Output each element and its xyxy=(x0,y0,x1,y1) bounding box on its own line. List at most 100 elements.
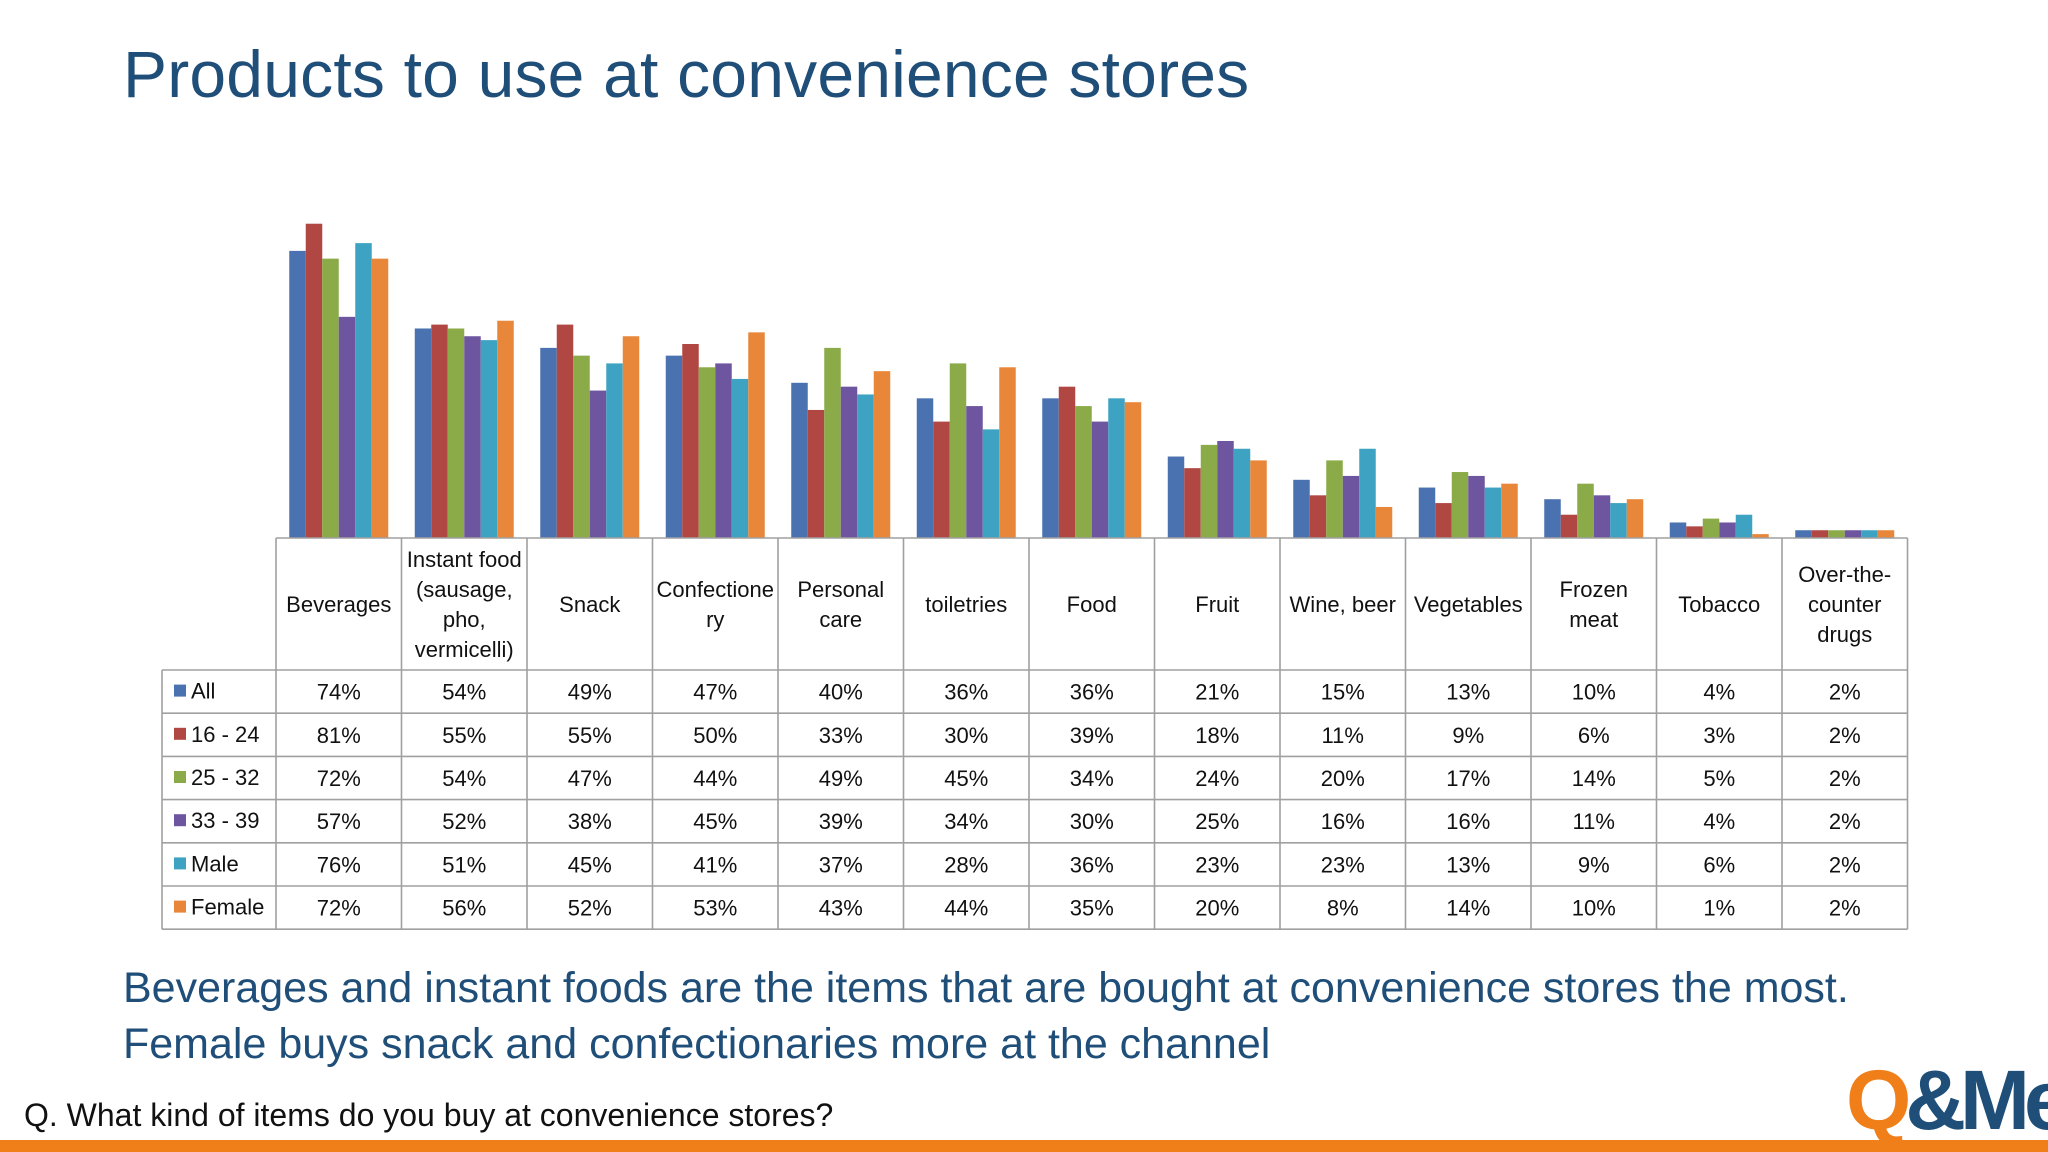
data-cell: 39% xyxy=(819,809,863,834)
data-cell: 53% xyxy=(693,896,737,921)
bar-All-12 xyxy=(1795,530,1812,538)
data-cell: 4% xyxy=(1703,809,1735,834)
legend-swatch-All xyxy=(174,684,186,697)
data-cell: 5% xyxy=(1703,766,1735,791)
data-cell: 16% xyxy=(1321,809,1365,834)
category-label: Snack xyxy=(559,592,621,617)
data-cell: 74% xyxy=(317,680,361,705)
legend-label: 25 - 32 xyxy=(191,765,260,790)
legend-swatch-16-24 xyxy=(174,727,186,740)
bar-Female-5 xyxy=(999,367,1016,538)
category-label: pho, xyxy=(443,607,486,632)
category-label: (sausage, xyxy=(416,577,513,602)
data-cell: 51% xyxy=(442,852,486,877)
bar-16-24-2 xyxy=(556,324,574,538)
category-label: Over-the- xyxy=(1798,562,1891,587)
qandme-logo: Q&Me xyxy=(1846,1055,2048,1145)
data-cell: 44% xyxy=(944,896,988,921)
data-cell: 9% xyxy=(1578,852,1610,877)
data-cell: 49% xyxy=(568,680,612,705)
data-cell: 33% xyxy=(819,723,863,748)
bar-All-6 xyxy=(1042,398,1059,538)
bar-25-32-8 xyxy=(1326,460,1343,538)
bar-All-5 xyxy=(916,398,934,538)
data-cell: 3% xyxy=(1703,723,1735,748)
data-cell: 25% xyxy=(1195,809,1239,834)
bar-16-24-6 xyxy=(1058,386,1076,538)
bar-Male-8 xyxy=(1359,448,1376,538)
data-cell: 10% xyxy=(1572,680,1616,705)
bar-33-39-8 xyxy=(1342,475,1360,538)
data-cell: 37% xyxy=(819,852,863,877)
bar-25-32-2 xyxy=(573,355,590,538)
category-label: Vegetables xyxy=(1414,592,1523,617)
data-cell: 21% xyxy=(1195,680,1239,705)
data-cell: 45% xyxy=(944,766,988,791)
data-cell: 43% xyxy=(819,896,863,921)
data-cell: 6% xyxy=(1578,723,1610,748)
category-label: meat xyxy=(1569,607,1618,632)
data-cell: 47% xyxy=(568,766,612,791)
bar-33-39-2 xyxy=(589,390,607,538)
bar-Male-5 xyxy=(982,429,1000,538)
bar-25-32-11 xyxy=(1702,518,1720,538)
accent-bottom-bar xyxy=(0,1140,2048,1152)
bar-33-39-0 xyxy=(338,316,356,538)
bar-All-9 xyxy=(1418,487,1436,538)
bar-25-32-4 xyxy=(824,347,841,538)
bar-Female-4 xyxy=(873,371,891,538)
bar-Male-1 xyxy=(480,340,498,538)
bar-33-39-3 xyxy=(715,363,732,538)
bar-25-32-10 xyxy=(1577,483,1594,538)
bar-Female-3 xyxy=(748,332,765,538)
data-cell: 23% xyxy=(1195,852,1239,877)
data-cell: 50% xyxy=(693,723,737,748)
bar-33-39-1 xyxy=(464,336,481,538)
data-cell: 56% xyxy=(442,896,486,921)
data-cell: 15% xyxy=(1321,680,1365,705)
data-cell: 40% xyxy=(819,680,863,705)
bar-25-32-0 xyxy=(322,258,339,538)
data-cell: 35% xyxy=(1070,896,1114,921)
legend-swatch-Male xyxy=(174,857,186,870)
bar-16-24-4 xyxy=(807,409,825,538)
logo-q: Q xyxy=(1846,1053,1911,1147)
data-cell: 54% xyxy=(442,680,486,705)
bar-16-24-8 xyxy=(1309,495,1327,538)
bar-All-8 xyxy=(1293,479,1310,538)
bar-16-24-1 xyxy=(431,324,448,538)
bar-Male-10 xyxy=(1610,503,1627,538)
data-cell: 36% xyxy=(944,680,988,705)
legend-label: 16 - 24 xyxy=(191,722,260,747)
category-label: care xyxy=(819,607,862,632)
bar-All-10 xyxy=(1544,499,1561,538)
data-cell: 2% xyxy=(1829,896,1861,921)
bar-Male-7 xyxy=(1233,448,1251,538)
bar-16-24-12 xyxy=(1811,530,1829,538)
data-cell: 14% xyxy=(1446,896,1490,921)
bar-33-39-11 xyxy=(1719,522,1736,538)
bar-16-24-5 xyxy=(933,421,950,538)
data-cell: 20% xyxy=(1195,896,1239,921)
data-cell: 55% xyxy=(442,723,486,748)
bar-33-39-6 xyxy=(1091,421,1109,538)
category-label: counter xyxy=(1808,592,1881,617)
bar-16-24-0 xyxy=(305,223,323,538)
data-cell: 76% xyxy=(317,852,361,877)
bar-16-24-7 xyxy=(1184,468,1201,538)
category-label: Frozen xyxy=(1560,577,1628,602)
data-cell: 57% xyxy=(317,809,361,834)
data-cell: 2% xyxy=(1829,723,1861,748)
category-label: drugs xyxy=(1817,622,1872,647)
category-label: Wine, beer xyxy=(1290,592,1396,617)
bar-All-11 xyxy=(1669,522,1687,538)
data-cell: 10% xyxy=(1572,896,1616,921)
bar-25-32-12 xyxy=(1828,530,1845,538)
data-cell: 20% xyxy=(1321,766,1365,791)
bar-Female-2 xyxy=(622,336,640,538)
category-label: Confectione xyxy=(657,577,774,602)
data-cell: 36% xyxy=(1070,680,1114,705)
bar-chart-with-data-table: Beverages Instant food (sausage, pho, vermic… xyxy=(161,223,1909,931)
data-cell: 9% xyxy=(1452,723,1484,748)
bar-16-24-3 xyxy=(682,344,699,538)
